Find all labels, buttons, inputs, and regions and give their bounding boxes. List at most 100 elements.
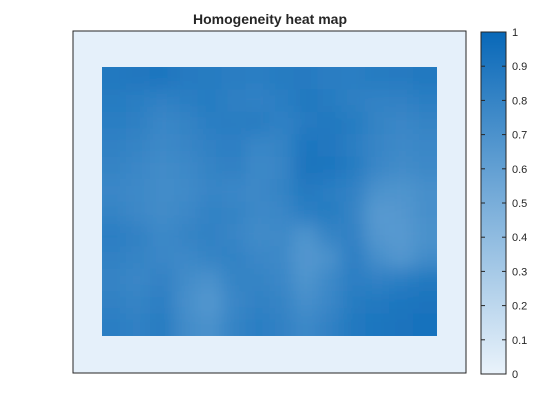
heatmap-cell (102, 246, 127, 270)
heatmap-cell (197, 223, 223, 247)
heatmap-cell (245, 111, 271, 135)
heatmap-cell (365, 89, 390, 113)
heatmap-cell (125, 223, 151, 247)
heatmap-cell (221, 179, 247, 203)
heatmap-cell (269, 179, 295, 203)
colorbar-tick-label: 0.7 (512, 130, 527, 142)
heatmap-cell (102, 268, 127, 292)
heatmap-cell (245, 67, 271, 91)
heatmap-cell (389, 179, 414, 203)
heatmap-cell (149, 111, 175, 135)
heatmap-cell (413, 268, 437, 292)
heatmap-cell (293, 223, 318, 247)
heatmap-cell (102, 201, 127, 225)
heatmap-cell (269, 313, 295, 336)
heatmap-cell (317, 134, 342, 158)
heatmap-cell (221, 268, 247, 292)
heatmap-cell (293, 246, 318, 270)
heatmap-cell (413, 201, 437, 225)
heatmap-cell (149, 201, 175, 225)
heatmap-cell (173, 201, 199, 225)
heatmap-cell (221, 134, 247, 158)
heatmap-cell (389, 268, 414, 292)
heatmap-cell (269, 156, 295, 180)
heatmap-cell (389, 111, 414, 135)
heatmap-cell (173, 89, 199, 113)
heatmap-cell (317, 246, 342, 270)
heatmap-cell (221, 223, 247, 247)
colorbar-tick-label: 0.4 (512, 232, 527, 244)
heatmap-cell (102, 134, 127, 158)
colorbar-tick-label: 0.2 (512, 301, 527, 313)
heatmap-cell (293, 89, 318, 113)
colorbar-tick-label: 0.3 (512, 266, 527, 278)
heatmap-cell (197, 89, 223, 113)
heatmap-cell (125, 111, 151, 135)
heatmap-cell (269, 223, 295, 247)
heatmap-cell (245, 156, 271, 180)
heatmap-cell (341, 89, 366, 113)
plot-frame (72, 30, 467, 374)
heatmap-cell (341, 179, 366, 203)
heatmap-cell (341, 223, 366, 247)
heatmap-cell (413, 156, 437, 180)
heatmap-cell (102, 89, 127, 113)
heatmap-cell (317, 291, 342, 315)
heatmap-cell (413, 223, 437, 247)
heatmap-cell (125, 291, 151, 315)
heatmap-cell (389, 89, 414, 113)
heatmap-cell (221, 246, 247, 270)
heatmap-cell (125, 201, 151, 225)
colorbar-tick-label: 0 (512, 369, 518, 381)
heatmap-cell (317, 179, 342, 203)
heatmap-cell (365, 268, 390, 292)
heatmap-cell (173, 313, 199, 336)
heatmap-cell (125, 268, 151, 292)
heatmap-cell (341, 156, 366, 180)
heatmap-cell (245, 223, 271, 247)
heatmap-cell (317, 201, 342, 225)
heatmap-cell (149, 268, 175, 292)
heatmap-cell (173, 223, 199, 247)
colorbar: 0 0.1 0.2 0.3 0.4 0.5 0.6 0.7 0.8 0.9 1 (480, 27, 527, 381)
heatmap-cell (221, 89, 247, 113)
heatmap-cell (269, 67, 295, 91)
heatmap-cell (293, 156, 318, 180)
heatmap-cell (413, 89, 437, 113)
heatmap-cell (125, 313, 151, 336)
heatmap-cell (269, 111, 295, 135)
heatmap-cell (413, 291, 437, 315)
heatmap-cell (125, 179, 151, 203)
heatmap-cell (173, 111, 199, 135)
heatmap-cell (293, 268, 318, 292)
heatmap-cell (221, 156, 247, 180)
heatmap-cell (102, 223, 127, 247)
heatmap-cell (173, 156, 199, 180)
heatmap-cell (245, 268, 271, 292)
heatmap-cell (341, 67, 366, 91)
heatmap-cell (317, 223, 342, 247)
heatmap-cell (102, 111, 127, 135)
heatmap-cell (269, 89, 295, 113)
heatmap-cell (317, 111, 342, 135)
heatmap-cell (149, 291, 175, 315)
heatmap-cell (149, 134, 175, 158)
heatmap-cell (173, 179, 199, 203)
heatmap-cell (341, 313, 366, 336)
heatmap-cell (293, 291, 318, 315)
heatmap-cell (149, 67, 175, 91)
heatmap-cell (269, 268, 295, 292)
heatmap-cell (365, 223, 390, 247)
heatmap-cell (197, 268, 223, 292)
heatmap-cell (413, 313, 437, 336)
heatmap-cell (389, 291, 414, 315)
heatmap-cell (341, 134, 366, 158)
heatmap-cell (365, 246, 390, 270)
heatmap-image (102, 67, 437, 336)
heatmap-cell (245, 179, 271, 203)
heatmap-cell (245, 291, 271, 315)
heatmap-cell (149, 313, 175, 336)
heatmap-cell (365, 179, 390, 203)
heatmap-cell (125, 246, 151, 270)
